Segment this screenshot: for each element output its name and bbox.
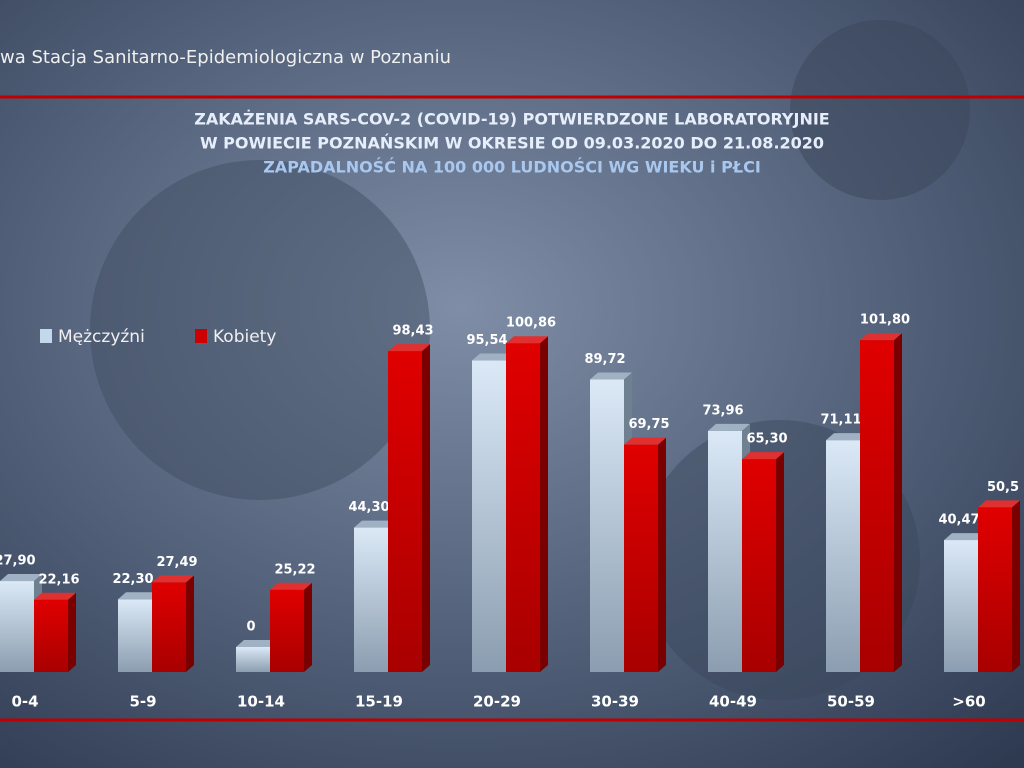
bar [236, 647, 270, 672]
x-tick-label: 15-19 [355, 693, 403, 711]
bar [944, 540, 978, 672]
value-label: 95,54 [466, 333, 507, 348]
bar-top [624, 437, 666, 445]
bar [506, 343, 540, 672]
bar-top [506, 336, 548, 344]
bar-top [708, 423, 750, 431]
value-label: 27,49 [156, 555, 197, 570]
bar-top [826, 433, 868, 441]
bar-top [34, 592, 76, 600]
chart-title: W POWIECIE POZNAŃSKIM W OKRESIE OD 09.03… [200, 134, 824, 153]
bar [978, 507, 1012, 672]
bar-top [944, 533, 986, 541]
bar-side [304, 582, 312, 672]
value-label: 89,72 [584, 352, 625, 367]
value-label: 98,43 [392, 324, 433, 339]
bar [152, 582, 186, 672]
x-tick-label: 50-59 [827, 693, 875, 711]
bar-side [422, 344, 430, 672]
bar [708, 430, 742, 672]
value-label: 22,30 [112, 572, 153, 587]
bar [118, 599, 152, 672]
value-label: 0 [246, 620, 255, 635]
bar-top [236, 640, 278, 647]
legend-label: Mężczyźni [58, 327, 145, 347]
bar [34, 599, 68, 672]
background-virus [90, 160, 430, 500]
bar [388, 351, 422, 672]
value-label: 65,30 [746, 432, 787, 447]
bar [624, 444, 658, 672]
value-label: 73,96 [702, 403, 743, 418]
bar [0, 581, 34, 672]
bar [860, 340, 894, 672]
value-label: 71,11 [820, 413, 861, 428]
background-virus [790, 20, 970, 200]
value-label: 100,86 [506, 316, 556, 331]
x-tick-label: 0-4 [11, 693, 38, 711]
x-tick-label: >60 [952, 693, 985, 711]
source: wa Stacja Sanitarno-Epidemiologiczna w P… [0, 47, 451, 68]
value-label: 22,16 [38, 572, 79, 587]
chart-subtitle: ZAPADALNOŚĆ NA 100 000 LUDNOŚCI WG WIEKU… [263, 158, 761, 177]
bar-side [658, 437, 666, 672]
value-label: 40,47 [938, 513, 979, 528]
value-label: 25,22 [274, 562, 315, 577]
value-label: 27,90 [0, 554, 36, 569]
value-label: 50,5 [987, 480, 1019, 495]
value-label: 101,80 [860, 313, 910, 328]
bar-top [590, 372, 632, 380]
bar-top [978, 500, 1020, 508]
x-tick-label: 40-49 [709, 693, 757, 711]
bar [472, 360, 506, 672]
bar-side [68, 592, 76, 672]
bar [742, 459, 776, 672]
bar-top [388, 344, 430, 352]
value-label: 69,75 [628, 417, 669, 432]
bar-top [270, 582, 312, 590]
value-label: 44,30 [348, 500, 389, 515]
x-tick-label: 10-14 [237, 693, 285, 711]
bar-top [472, 353, 514, 361]
x-tick-label: 20-29 [473, 693, 521, 711]
bar [590, 379, 624, 672]
bar-top [0, 574, 42, 582]
bar-side [186, 575, 194, 672]
bar [270, 589, 304, 672]
bar-side [776, 452, 784, 672]
bar [354, 527, 388, 672]
bar-top [742, 452, 784, 460]
bar-top [860, 333, 902, 341]
legend-label: Kobiety [213, 327, 276, 347]
bar [826, 440, 860, 672]
bar-side [1012, 500, 1020, 672]
bar-top [354, 520, 396, 528]
bar-side [540, 336, 548, 672]
bar-side [894, 333, 902, 672]
legend-swatch [40, 329, 52, 343]
chart-title: ZAKAŻENIA SARS-COV-2 (COVID-19) POTWIERD… [194, 110, 829, 129]
bar-top [118, 592, 160, 600]
bar-top [152, 575, 194, 583]
legend-swatch [195, 329, 207, 343]
x-tick-label: 30-39 [591, 693, 639, 711]
x-tick-label: 5-9 [129, 693, 156, 711]
